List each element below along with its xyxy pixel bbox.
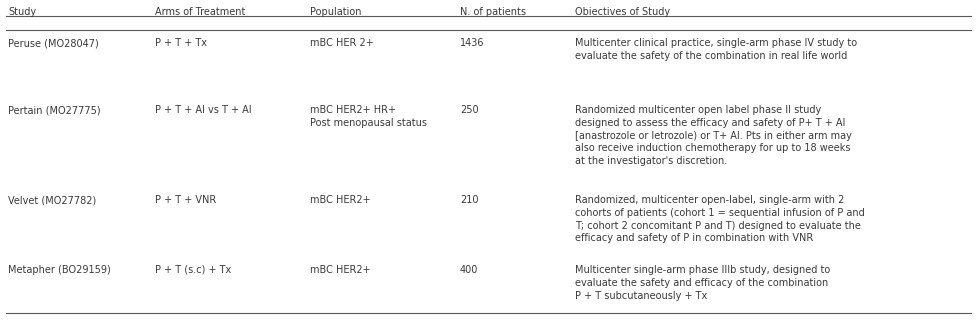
- Text: mBC HER2+: mBC HER2+: [310, 265, 370, 275]
- Text: Study: Study: [8, 7, 36, 17]
- Text: P + T + AI vs T + AI: P + T + AI vs T + AI: [155, 105, 252, 115]
- Text: Pertain (MO27775): Pertain (MO27775): [8, 105, 101, 115]
- Text: Peruse (MO28047): Peruse (MO28047): [8, 38, 99, 48]
- Text: Population: Population: [310, 7, 361, 17]
- Text: Randomized multicenter open label phase II study
designed to assess the efficacy: Randomized multicenter open label phase …: [575, 105, 852, 166]
- Text: P + T + Tx: P + T + Tx: [155, 38, 207, 48]
- Text: N. of patients: N. of patients: [460, 7, 526, 17]
- Text: mBC HER2+ HR+
Post menopausal status: mBC HER2+ HR+ Post menopausal status: [310, 105, 427, 128]
- Text: 210: 210: [460, 195, 479, 205]
- Text: Randomized, multicenter open-label, single-arm with 2
cohorts of patients (cohor: Randomized, multicenter open-label, sing…: [575, 195, 865, 243]
- Text: Arms of Treatment: Arms of Treatment: [155, 7, 245, 17]
- Text: mBC HER 2+: mBC HER 2+: [310, 38, 374, 48]
- Text: Obiectives of Study: Obiectives of Study: [575, 7, 670, 17]
- Text: Metapher (BO29159): Metapher (BO29159): [8, 265, 110, 275]
- Text: 1436: 1436: [460, 38, 485, 48]
- Text: Multicenter clinical practice, single-arm phase IV study to
evaluate the safety : Multicenter clinical practice, single-ar…: [575, 38, 857, 61]
- Text: 400: 400: [460, 265, 479, 275]
- Text: Velvet (MO27782): Velvet (MO27782): [8, 195, 97, 205]
- Text: Multicenter single-arm phase IIIb study, designed to
evaluate the safety and eff: Multicenter single-arm phase IIIb study,…: [575, 265, 830, 301]
- Text: P + T (s.c) + Tx: P + T (s.c) + Tx: [155, 265, 232, 275]
- Text: mBC HER2+: mBC HER2+: [310, 195, 370, 205]
- Text: P + T + VNR: P + T + VNR: [155, 195, 216, 205]
- Text: 250: 250: [460, 105, 479, 115]
